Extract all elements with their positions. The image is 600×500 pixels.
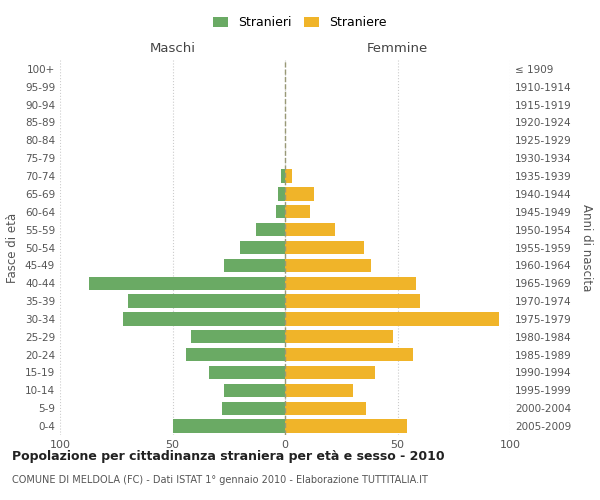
Bar (285, 402, 366, 415)
Bar (240, 241, 285, 254)
Text: Maschi: Maschi (149, 42, 196, 54)
Y-axis label: Anni di nascita: Anni di nascita (580, 204, 593, 291)
Bar (285, 348, 413, 362)
Bar (278, 187, 285, 200)
Bar (285, 276, 415, 290)
Text: Popolazione per cittadinanza straniera per età e sesso - 2010: Popolazione per cittadinanza straniera p… (12, 450, 445, 463)
Bar (285, 187, 314, 200)
Bar (285, 420, 407, 433)
Bar (222, 402, 285, 415)
Bar (285, 294, 420, 308)
Bar (224, 384, 285, 397)
Bar (285, 258, 371, 272)
Bar (285, 366, 375, 379)
Text: COMUNE DI MELDOLA (FC) - Dati ISTAT 1° gennaio 2010 - Elaborazione TUTTITALIA.IT: COMUNE DI MELDOLA (FC) - Dati ISTAT 1° g… (12, 475, 428, 485)
Bar (285, 384, 353, 397)
Bar (285, 223, 335, 236)
Bar (285, 205, 310, 218)
Bar (173, 420, 285, 433)
Y-axis label: Fasce di età: Fasce di età (7, 212, 19, 282)
Bar (128, 294, 285, 308)
Bar (285, 170, 292, 183)
Bar (285, 312, 499, 326)
Bar (123, 312, 285, 326)
Bar (191, 330, 285, 344)
Bar (285, 330, 393, 344)
Bar (276, 205, 285, 218)
Bar (256, 223, 285, 236)
Text: Femmine: Femmine (367, 42, 428, 54)
Bar (224, 258, 285, 272)
Bar (209, 366, 285, 379)
Bar (186, 348, 285, 362)
Legend: Stranieri, Straniere: Stranieri, Straniere (208, 11, 392, 34)
Bar (89, 276, 285, 290)
Bar (285, 241, 364, 254)
Bar (281, 170, 285, 183)
